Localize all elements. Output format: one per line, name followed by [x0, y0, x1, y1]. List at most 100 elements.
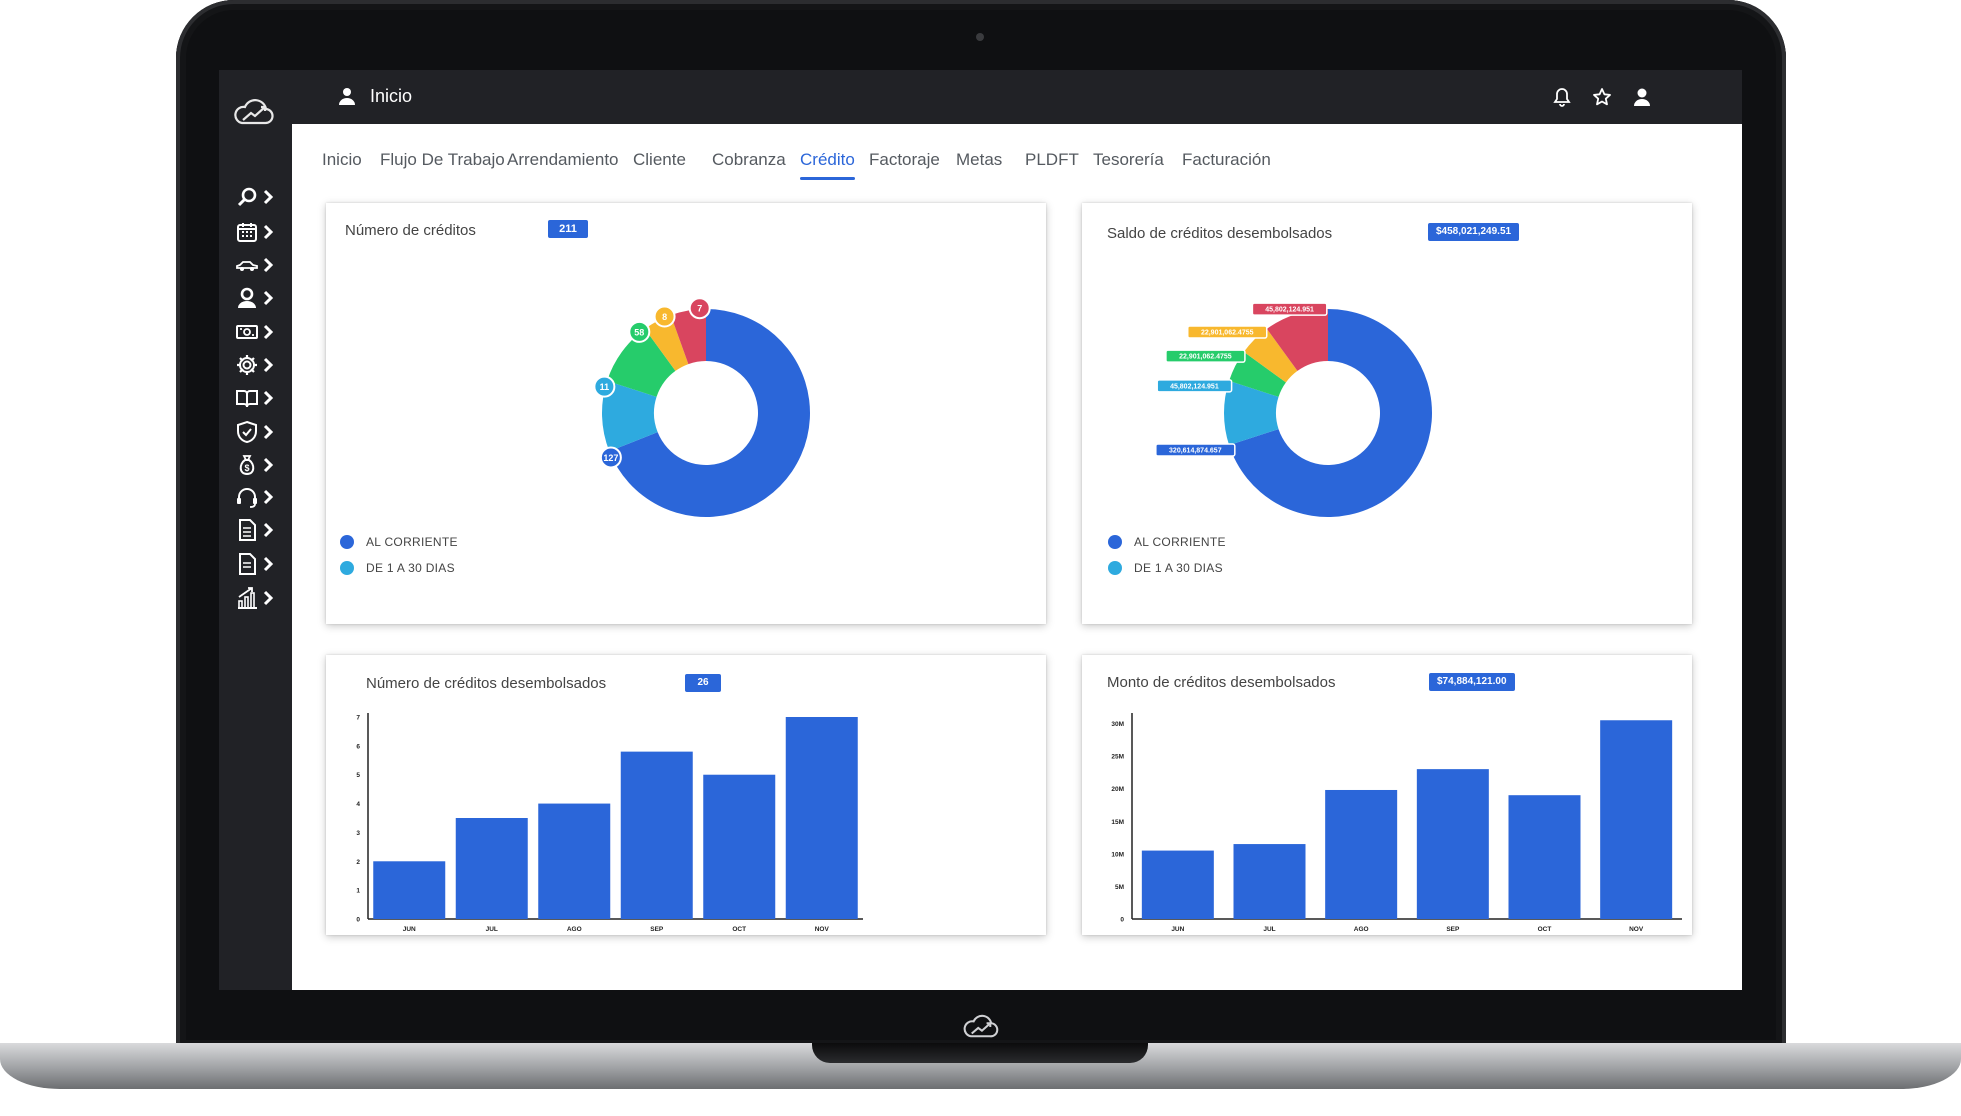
- bar-chart-numero-desembolsados: 0 1 2 3 4 5 6 7 JUN JUL AGO SEP OCT NOV: [356, 713, 863, 933]
- tab-metas[interactable]: Metas: [956, 150, 1003, 169]
- headset-icon: [237, 488, 257, 508]
- sidebar-item-car[interactable]: [235, 251, 279, 279]
- chevron-right-icon: [263, 522, 274, 538]
- legend-label: AL CORRIENTE: [1134, 535, 1226, 549]
- bar[interactable]: [373, 861, 446, 919]
- cloud-chart-logo[interactable]: [234, 98, 274, 128]
- tab-pldft[interactable]: PLDFT: [1025, 150, 1079, 169]
- pie-slice[interactable]: [1224, 380, 1279, 446]
- sidebar-item-user[interactable]: [235, 284, 279, 312]
- card-title: Número de créditos desembolsados: [366, 675, 607, 692]
- card-numero-creditos: Número de créditos 211 127 11 58 8 7 AL CORR…: [326, 203, 1046, 624]
- sidebar-item-gear[interactable]: [235, 351, 279, 379]
- count-badge: 211: [548, 220, 588, 238]
- card-title: Monto de créditos desembolsados: [1107, 674, 1336, 691]
- pie-slice[interactable]: [670, 309, 706, 365]
- count-badge: 26: [685, 674, 721, 692]
- shield-icon: [237, 420, 257, 444]
- x-tick-label: NOV: [1629, 926, 1644, 933]
- tab-arrendamiento[interactable]: Arrendamiento: [507, 150, 619, 169]
- pie-slice[interactable]: [602, 380, 658, 452]
- legend-label: AL CORRIENTE: [366, 535, 458, 549]
- legend-item-1-30-dias[interactable]: DE 1 A 30 DIAS: [340, 561, 455, 575]
- bar[interactable]: [1508, 795, 1581, 919]
- user-icon[interactable]: [1632, 87, 1652, 107]
- tab-tesorería[interactable]: Tesorería: [1093, 150, 1164, 169]
- data-label: 22,901,062.4755: [1179, 354, 1232, 361]
- tab-cobranza[interactable]: Cobranza: [712, 150, 786, 169]
- laptop-notch: [812, 1043, 1148, 1063]
- y-tick-label: 1: [356, 888, 360, 895]
- x-tick-label: OCT: [732, 926, 746, 933]
- pie-slice[interactable]: [1229, 309, 1432, 517]
- pie-slice[interactable]: [1229, 351, 1286, 397]
- tab-cliente[interactable]: Cliente: [633, 150, 686, 169]
- sidebar-item-money-bag[interactable]: $: [235, 451, 279, 479]
- data-label-tag: [1186, 325, 1268, 339]
- bar[interactable]: [538, 803, 611, 919]
- bar[interactable]: [1233, 844, 1306, 919]
- data-label: 320,614,874.657: [1169, 448, 1222, 455]
- y-tick-label: 4: [356, 801, 360, 808]
- chevron-right-icon: [263, 489, 274, 505]
- pie-slice[interactable]: [1243, 328, 1298, 383]
- legend-item-1-30-dias[interactable]: DE 1 A 30 DIAS: [1108, 561, 1223, 575]
- car-icon: [236, 261, 258, 271]
- money-icon: [236, 325, 258, 339]
- y-tick-label: 6: [356, 743, 360, 750]
- bar[interactable]: [1325, 789, 1398, 919]
- data-label-bubble: [599, 446, 622, 469]
- card-saldo-creditos: Saldo de créditos desembolsados $458,021…: [1082, 203, 1692, 624]
- y-tick-label: 10M: [1111, 851, 1124, 858]
- chevron-right-icon: [263, 357, 274, 373]
- sidebar-item-search[interactable]: [235, 183, 279, 211]
- bar[interactable]: [1141, 850, 1214, 919]
- sidebar-item-growth-chart[interactable]: [235, 584, 279, 612]
- tab-flujo-de-trabajo[interactable]: Flujo De Trabajo: [380, 150, 505, 169]
- chevron-right-icon: [263, 189, 274, 205]
- bar[interactable]: [455, 818, 528, 919]
- bar[interactable]: [785, 717, 858, 919]
- legend-item-al-corriente[interactable]: AL CORRIENTE: [1108, 535, 1226, 549]
- data-label-tag: [1251, 302, 1328, 316]
- sidebar-item-book[interactable]: [235, 384, 279, 412]
- x-tick-label: OCT: [1538, 926, 1552, 933]
- tab-facturación[interactable]: Facturación: [1182, 150, 1271, 169]
- tab-inicio[interactable]: Inicio: [322, 150, 362, 169]
- bar[interactable]: [1600, 720, 1673, 919]
- sidebar-item-calendar[interactable]: [235, 218, 279, 246]
- x-tick-label: AGO: [1354, 926, 1369, 933]
- pie-slice[interactable]: [609, 309, 810, 517]
- tab-crédito[interactable]: Crédito: [800, 150, 855, 169]
- svg-text:$: $: [244, 463, 249, 473]
- bar[interactable]: [1416, 769, 1489, 919]
- tab-factoraje[interactable]: Factoraje: [869, 150, 940, 169]
- bell-icon[interactable]: [1552, 87, 1572, 107]
- sidebar-item-money[interactable]: [235, 318, 279, 346]
- top-bar: Inicio: [292, 70, 1742, 124]
- legend-label: DE 1 A 30 DIAS: [366, 561, 455, 575]
- data-label-bubble: [688, 297, 711, 320]
- card-title: Número de créditos: [345, 222, 476, 239]
- pie-slice[interactable]: [1266, 309, 1328, 371]
- chevron-right-icon: [263, 457, 274, 473]
- sidebar-item-document[interactable]: [235, 516, 279, 544]
- y-tick-label: 0: [356, 917, 360, 924]
- pie-slice[interactable]: [644, 315, 689, 371]
- star-icon[interactable]: [1592, 87, 1612, 107]
- amount-badge: $458,021,249.51: [1428, 223, 1520, 241]
- sidebar-item-document-list[interactable]: [235, 550, 279, 578]
- pie-slice[interactable]: [607, 328, 676, 397]
- legend-item-al-corriente[interactable]: AL CORRIENTE: [340, 535, 458, 549]
- sidebar-item-shield[interactable]: [235, 418, 279, 446]
- sidebar-item-headset[interactable]: [235, 483, 279, 511]
- bar[interactable]: [620, 751, 693, 919]
- chevron-right-icon: [263, 556, 274, 572]
- y-tick-label: 20M: [1111, 786, 1124, 793]
- amount-badge: $74,884,121.00: [1429, 673, 1515, 691]
- bar[interactable]: [703, 774, 776, 919]
- x-tick-label: SEP: [650, 926, 664, 933]
- data-label: 45,802,124.951: [1170, 383, 1219, 390]
- calendar-icon: [237, 223, 257, 242]
- data-label-tag: [1165, 349, 1246, 363]
